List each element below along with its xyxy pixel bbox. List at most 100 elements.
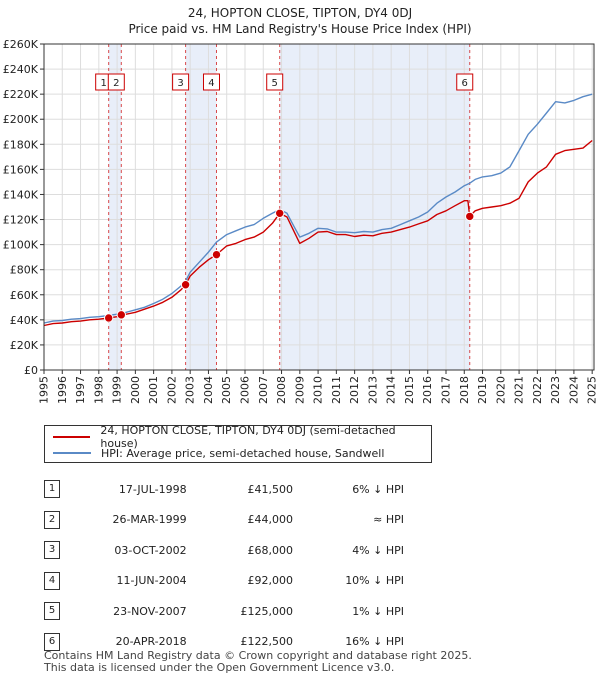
x-tick-label: 2009 [293,376,306,404]
table-row: 5 23-NOV-2007 £125,000 1% ↓ HPI [44,596,404,627]
sale-price: £68,000 [247,543,294,557]
sale-date: 26-MAR-1999 [112,513,187,527]
x-tick-label: 2014 [385,376,398,404]
series-line [43,139,593,327]
footer-line-licence: This data is licensed under the Open Gov… [44,661,395,674]
series-line [43,93,593,324]
legend-label-hpi: HPI: Average price, semi-detached house,… [101,446,385,460]
x-tick-label: 2020 [494,376,507,404]
x-tick-label: 2002 [165,376,178,404]
x-tick-label: 1999 [111,376,124,404]
sale-price: £125,000 [240,604,294,618]
x-tick-label: 1997 [74,376,87,404]
price-chart: 24, HOPTON CLOSE, TIPTON, DY4 0DJ Price … [3,6,599,404]
x-tick-label: 2019 [476,376,489,404]
legend-swatch-property [53,436,91,438]
sale-period-shading [279,44,470,370]
x-tick-label: 2016 [421,376,434,404]
sale-label-box [266,73,284,91]
y-tick-label: £240K [3,63,39,76]
chart-title: 24, HOPTON CLOSE, TIPTON, DY4 0DJ [188,6,412,20]
sale-number-badge: 6 [44,632,60,651]
sale-number-badge: 2 [44,510,60,529]
table-row: 1 17-JUL-1998 £41,500 6% ↓ HPI [44,474,404,505]
table-row: 3 03-OCT-2002 £68,000 4% ↓ HPI [44,535,404,566]
sale-point [103,313,114,323]
sale-number-badge: 1 [44,480,60,499]
legend-swatch-hpi [53,452,91,454]
sale-label: 3 [177,78,183,89]
y-tick-label: £80K [10,264,39,277]
y-tick-label: £100K [3,239,39,252]
sale-period-shading [185,44,217,370]
sale-label-box [107,73,125,91]
sale-label: 2 [113,78,119,89]
legend-entry-property: 24, HOPTON CLOSE, TIPTON, DY4 0DJ (semi-… [53,424,431,450]
sale-hpi-diff: 6% ↓ HPI [352,482,404,496]
x-tick-label: 2022 [531,376,544,404]
y-tick-label: £260K [3,38,39,51]
x-tick-label: 2000 [129,376,142,404]
y-tick-label: £160K [3,163,39,176]
sale-hpi-diff: ≈ HPI [373,513,404,527]
sale-point [465,211,475,222]
x-tick-label: 2021 [513,376,526,404]
x-tick-label: 2023 [549,376,562,404]
sales-table: 1 17-JUL-1998 £41,500 6% ↓ HPI 2 26-MAR-… [44,474,404,657]
y-tick-label: £220K [3,88,39,101]
y-tick-label: £200K [3,113,39,126]
sale-point [275,208,285,218]
chart-subtitle: Price paid vs. HM Land Registry's House … [128,22,471,36]
x-tick-label: 2007 [257,376,270,404]
x-tick-label: 2024 [567,376,580,404]
sale-price: £122,500 [240,635,294,649]
sale-date: 23-NOV-2007 [113,604,187,618]
x-tick-label: 2003 [184,376,197,404]
sale-date: 20-APR-2018 [115,635,187,649]
sale-label-box [456,73,474,91]
y-tick-label: £180K [3,138,39,151]
x-tick-label: 2012 [348,376,361,404]
sale-point [180,280,191,290]
x-tick-label: 2008 [275,376,288,404]
y-tick-label: £120K [3,214,39,227]
sale-label: 1 [100,78,106,89]
sale-point [116,310,126,320]
sale-hpi-diff: 4% ↓ HPI [352,543,404,557]
sale-price: £41,500 [247,482,294,496]
x-tick-label: 2025 [586,376,599,404]
y-tick-label: £60K [10,289,39,302]
y-tick-label: £20K [10,339,39,352]
y-tick-label: £140K [3,188,39,201]
table-row: 6 20-APR-2018 £122,500 16% ↓ HPI [44,627,404,658]
x-tick-label: 1995 [38,376,51,404]
x-tick-label: 1996 [56,376,69,404]
x-tick-label: 2005 [220,376,233,404]
legend-entry-hpi: HPI: Average price, semi-detached house,… [53,446,384,460]
sale-price: £92,000 [247,574,294,588]
x-tick-label: 2010 [312,376,325,404]
sale-period-shading [108,44,122,370]
sale-date: 03-OCT-2002 [114,543,187,557]
x-tick-label: 2011 [330,376,343,404]
sale-hpi-diff: 10% ↓ HPI [345,574,404,588]
sale-number-badge: 5 [44,602,60,621]
footer-attribution: Contains HM Land Registry data © Crown c… [44,650,472,674]
sale-number-badge: 3 [44,541,60,560]
sale-date: 17-JUL-1998 [118,482,187,496]
x-tick-label: 2004 [202,376,215,404]
sale-point [211,249,222,260]
sale-hpi-diff: 16% ↓ HPI [345,635,404,649]
plot-border [43,43,595,371]
x-tick-label: 2017 [439,376,452,404]
sale-label-box [172,73,190,91]
x-tick-label: 1998 [92,376,105,404]
sale-label: 5 [272,78,278,89]
x-tick-label: 2013 [366,376,379,404]
x-tick-label: 2001 [147,376,160,404]
y-tick-label: £0 [24,364,38,377]
sale-price: £44,000 [247,513,294,527]
sale-label: 6 [462,78,468,89]
table-row: 4 11-JUN-2004 £92,000 10% ↓ HPI [44,566,404,597]
sale-hpi-diff: 1% ↓ HPI [352,604,404,618]
